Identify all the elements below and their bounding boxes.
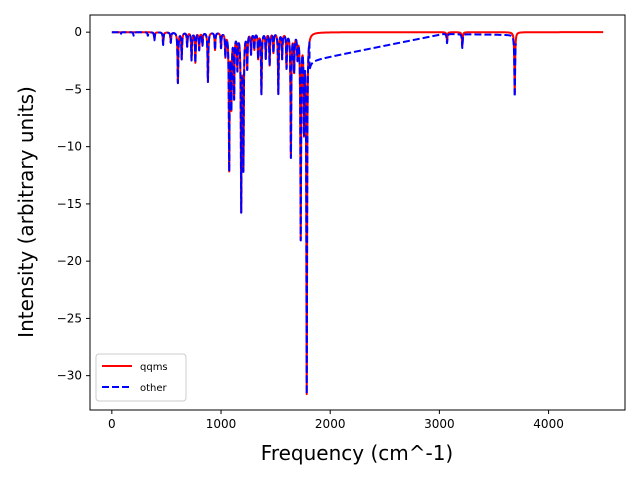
x-tick-label: 2000 (315, 417, 346, 431)
y-tick-label: −25 (57, 311, 82, 325)
legend-label-other: other (140, 383, 168, 394)
y-axis-label: Intensity (arbitrary units) (14, 86, 38, 338)
y-axis-ticks: 0 −5 −10 −15 −20 −25 −30 (57, 25, 90, 383)
y-tick-label: −15 (57, 197, 82, 211)
x-axis-label: Frequency (cm^-1) (261, 441, 453, 465)
y-tick-label: −5 (64, 82, 82, 96)
x-tick-label: 0 (108, 417, 116, 431)
legend: qqms other (95, 353, 187, 402)
y-tick-label: −10 (57, 140, 82, 154)
series-line-other (110, 31, 517, 396)
legend-label-qqms: qqms (140, 362, 168, 373)
x-tick-label: 4000 (533, 417, 564, 431)
y-tick-label: 0 (74, 25, 82, 39)
y-tick-label: −30 (57, 369, 82, 383)
series-layer (110, 31, 605, 396)
x-tick-label: 1000 (206, 417, 237, 431)
y-tick-label: −20 (57, 254, 82, 268)
x-tick-label: 3000 (424, 417, 455, 431)
x-axis-ticks: 0 1000 2000 3000 4000 (108, 410, 564, 431)
plot-frame (89, 14, 626, 411)
